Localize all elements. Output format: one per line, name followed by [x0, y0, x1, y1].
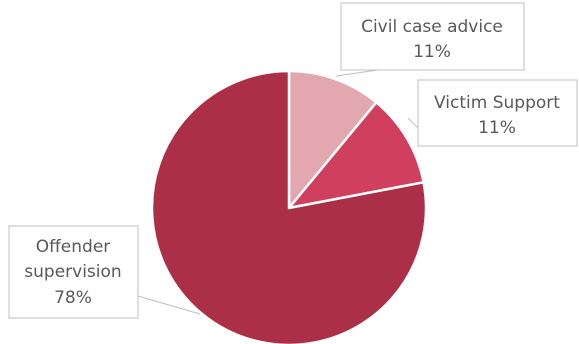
leader-line-victim — [407, 117, 419, 129]
pie-slices — [150, 69, 428, 344]
pie-slice-offender-supervision — [150, 69, 428, 344]
callout-victim-name: Victim Support — [434, 93, 560, 113]
callout-offender-supervision: Offender supervision 78% — [8, 225, 139, 319]
callout-offender-line2: supervision — [24, 262, 121, 282]
leader-line-civil — [335, 69, 379, 77]
callout-victim-support: Victim Support 11% — [417, 79, 578, 147]
callout-offender-line1: Offender — [36, 237, 111, 257]
callout-civil-value: 11% — [413, 42, 451, 62]
pie-slice-civil-case-advice — [287, 69, 378, 210]
leader-line-offender — [137, 295, 201, 315]
callout-offender-value: 78% — [54, 288, 92, 308]
callout-victim-value: 11% — [478, 118, 516, 138]
callout-civil-name: Civil case advice — [361, 17, 503, 37]
callout-civil-case-advice: Civil case advice 11% — [340, 2, 525, 71]
pie-slice-victim-support — [287, 101, 425, 210]
